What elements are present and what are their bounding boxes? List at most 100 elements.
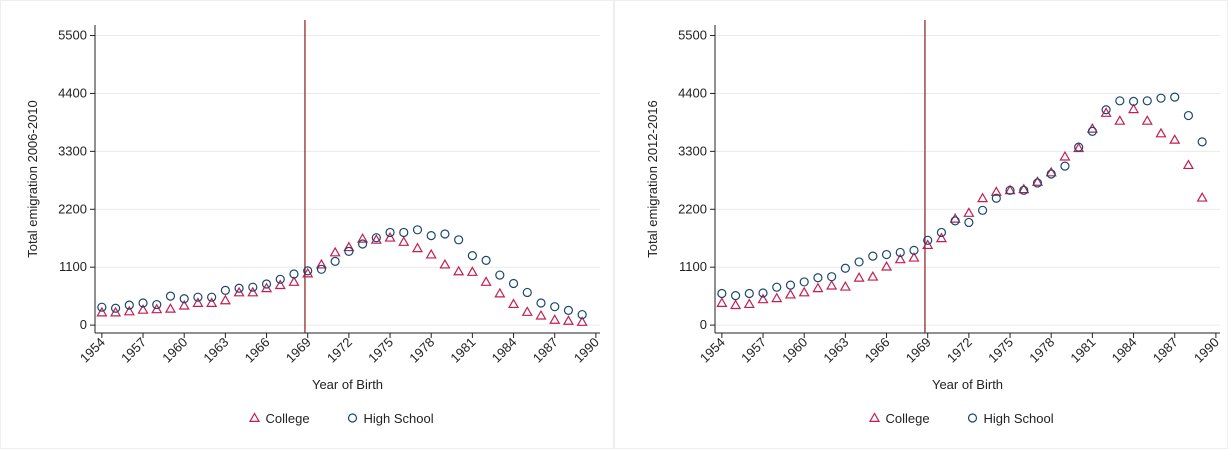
data-point	[1182, 159, 1194, 170]
data-point	[881, 249, 892, 260]
y-tick-label: 3300	[58, 143, 87, 158]
data-point	[977, 192, 989, 203]
data-point	[757, 293, 769, 304]
y-tick-label: 4400	[678, 85, 707, 100]
data-point	[206, 297, 218, 307]
data-point	[1142, 96, 1152, 106]
data-point	[867, 270, 879, 281]
data-point	[576, 316, 588, 326]
data-point	[908, 252, 920, 262]
data-point	[453, 265, 465, 276]
data-point	[868, 251, 878, 261]
data-point	[385, 227, 395, 238]
data-point	[1031, 176, 1044, 186]
panel-frame	[0, 0, 614, 449]
data-point	[1032, 178, 1043, 188]
data-point	[1005, 185, 1015, 195]
data-point	[1045, 166, 1057, 177]
data-point	[1114, 115, 1126, 125]
legend-marker	[248, 412, 261, 422]
data-point	[990, 186, 1002, 196]
data-point	[178, 299, 190, 310]
data-point	[522, 287, 532, 298]
data-point	[1128, 96, 1139, 106]
data-point	[343, 241, 355, 252]
data-point	[454, 235, 464, 245]
data-point	[289, 269, 299, 279]
data-point	[853, 272, 865, 282]
y-tick-label: 2200	[678, 201, 707, 216]
data-point	[1170, 92, 1180, 102]
data-point	[508, 278, 519, 289]
data-point	[344, 246, 354, 256]
data-point	[563, 305, 574, 315]
data-point	[799, 277, 809, 287]
data-point	[1060, 161, 1070, 171]
data-point	[772, 282, 782, 292]
data-point	[370, 234, 382, 244]
data-point	[949, 213, 961, 223]
data-point	[536, 298, 546, 308]
data-point	[922, 239, 934, 250]
data-point	[96, 306, 108, 317]
data-point	[964, 217, 974, 228]
data-point	[549, 314, 561, 324]
data-point	[124, 300, 134, 310]
data-point	[812, 282, 824, 293]
data-point	[97, 302, 107, 312]
data-point	[535, 309, 547, 320]
legend-marker	[347, 413, 358, 423]
y-tick-label: 1100	[59, 259, 87, 274]
data-point	[152, 299, 162, 310]
data-point	[138, 298, 148, 308]
data-point	[1018, 183, 1030, 194]
data-point	[357, 233, 369, 243]
data-point	[895, 247, 905, 258]
data-point	[550, 302, 560, 312]
data-point	[923, 235, 933, 245]
data-point	[1019, 185, 1029, 195]
data-point	[192, 297, 204, 307]
data-point	[562, 315, 574, 325]
data-point	[521, 306, 533, 316]
data-point	[909, 245, 919, 255]
legend-label: College	[266, 411, 310, 426]
data-point	[467, 251, 477, 261]
data-point	[577, 309, 587, 320]
data-point	[193, 292, 203, 302]
data-point	[936, 227, 947, 238]
data-point	[412, 225, 423, 235]
data-point	[384, 231, 396, 242]
data-point	[1141, 115, 1153, 125]
data-point	[743, 298, 755, 309]
data-point	[288, 276, 300, 286]
data-point	[1059, 150, 1071, 161]
data-point	[1046, 169, 1056, 179]
data-point	[508, 298, 520, 309]
data-point	[439, 258, 451, 269]
y-tick-label: 4400	[58, 85, 87, 100]
data-point	[784, 288, 797, 299]
data-point	[716, 297, 728, 307]
legend-marker	[868, 412, 881, 422]
data-point	[1155, 127, 1167, 138]
data-point	[440, 229, 450, 239]
data-point	[165, 291, 176, 301]
data-point	[494, 287, 506, 298]
data-point	[1156, 93, 1166, 103]
data-point	[426, 230, 436, 241]
data-point	[495, 270, 505, 280]
data-point	[1115, 96, 1125, 106]
data-point	[411, 242, 424, 253]
data-point	[840, 263, 850, 273]
y-tick-label: 0	[700, 317, 707, 332]
data-point	[330, 256, 340, 266]
data-point	[164, 303, 177, 313]
data-point	[220, 285, 230, 295]
data-point	[234, 283, 244, 293]
data-point	[481, 255, 491, 265]
data-point	[302, 267, 314, 278]
data-point	[123, 305, 135, 316]
data-point	[950, 216, 960, 226]
